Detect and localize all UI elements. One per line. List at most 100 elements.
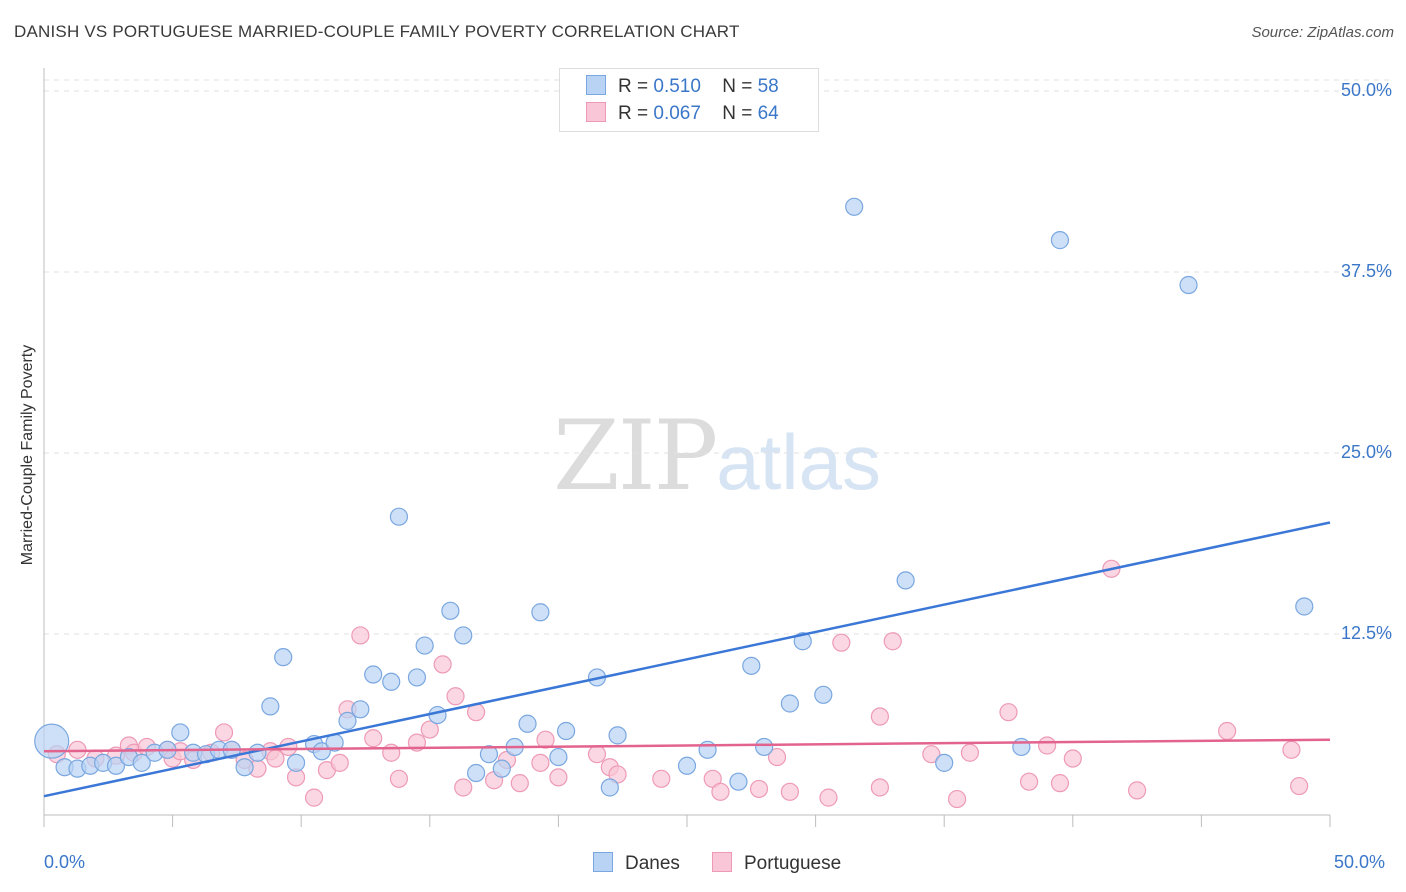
bottom-legend-danes-label: Danes [625, 853, 680, 874]
danes-point [312, 742, 331, 761]
portuguese-swatch [586, 102, 606, 122]
x-tick-label-min: 0.0% [44, 852, 86, 872]
danes-point [415, 636, 434, 655]
danes-point [382, 672, 401, 691]
portuguese-point [351, 626, 370, 645]
danes-point [389, 507, 409, 526]
bottom-legend-portuguese-label: Portuguese [744, 853, 842, 874]
danes-point [106, 756, 126, 775]
danes-point [171, 723, 190, 742]
portuguese-point [999, 703, 1018, 722]
danes-points [34, 197, 1314, 797]
danes-point [845, 197, 864, 216]
danes-point [428, 705, 447, 725]
portuguese-point [536, 730, 555, 749]
danes-point [531, 603, 550, 622]
legend-portuguese-n-label: N = [722, 103, 753, 124]
portuguese-point [433, 655, 452, 674]
portuguese-point [214, 723, 234, 742]
portuguese-point [1218, 721, 1237, 741]
y-tick-label: 50.0% [1340, 79, 1392, 100]
danes-point [780, 694, 799, 713]
legend-row-portuguese: R = 0.067 N = 64 [586, 102, 779, 126]
x-tick-label-max: 50.0% [1334, 852, 1386, 872]
danes-point [698, 740, 717, 759]
axes [43, 68, 1331, 827]
legend-portuguese-r-value: 0.067 [653, 103, 701, 124]
danes-legend-swatch [593, 852, 613, 872]
correlation-legend: R = 0.510 N = 58 R = 0.067 N = 64 [559, 68, 819, 132]
danes-swatch [586, 75, 606, 95]
danes-point [557, 721, 576, 741]
portuguese-point [279, 737, 298, 757]
bottom-legend-portuguese: Portuguese [712, 852, 841, 875]
danes-point [441, 601, 460, 620]
grid-lines [44, 79, 1392, 635]
portuguese-point [883, 632, 902, 651]
danes-point [1295, 597, 1314, 616]
source-label: Source: ZipAtlas.com [1251, 24, 1394, 41]
danes-point [1179, 275, 1198, 295]
portuguese-point [1290, 776, 1309, 796]
danes-point [755, 737, 774, 757]
portuguese-point [364, 729, 383, 748]
legend-row-danes: R = 0.510 N = 58 [586, 75, 779, 99]
legend-danes-n-value: 58 [757, 76, 779, 97]
danes-point [742, 656, 761, 675]
danes-point [935, 753, 954, 772]
danes-point [479, 745, 499, 764]
danes-point [261, 697, 280, 716]
portuguese-point [549, 768, 568, 787]
danes-point [1050, 231, 1070, 250]
portuguese-point [832, 633, 851, 652]
danes-point [608, 726, 627, 745]
legend-danes-r-value: 0.510 [653, 76, 701, 97]
portuguese-legend-swatch [712, 852, 732, 872]
danes-point [677, 756, 697, 775]
portuguese-point [531, 753, 550, 772]
portuguese-point [587, 745, 607, 764]
chart-title: DANISH VS PORTUGUESE MARRIED-COUPLE FAMI… [14, 22, 740, 41]
portuguese-point [1019, 772, 1039, 791]
portuguese-point [870, 778, 890, 797]
danes-point [274, 648, 293, 667]
portuguese-point [304, 788, 324, 807]
portuguese-point [1282, 740, 1301, 759]
portuguese-point [454, 778, 473, 797]
portuguese-point [1127, 781, 1147, 800]
portuguese-point [330, 753, 349, 772]
danes-point [518, 714, 537, 733]
y-tick-label: 25.0% [1340, 441, 1392, 462]
legend-portuguese-r-label: R = [618, 103, 649, 124]
portuguese-point [1037, 736, 1057, 755]
portuguese-point [446, 687, 465, 706]
danes-point [492, 759, 511, 778]
danes-point [793, 632, 812, 651]
portuguese-point [1050, 774, 1070, 793]
portuguese-point [420, 720, 439, 739]
legend-danes-r-label: R = [618, 76, 649, 97]
danes-point [364, 665, 383, 684]
legend-portuguese-n-value: 64 [757, 103, 779, 124]
portuguese-point [382, 743, 401, 762]
danes-point [466, 763, 486, 783]
portuguese-point [510, 774, 529, 793]
y-tick-label: 12.5% [1340, 622, 1392, 643]
portuguese-point [1063, 749, 1082, 768]
portuguese-point [749, 779, 769, 799]
danes-point [1012, 737, 1031, 757]
danes-point [729, 772, 748, 791]
danes-point [132, 753, 151, 772]
portuguese-point [819, 788, 838, 807]
portuguese-point [960, 743, 980, 762]
portuguese-point [870, 707, 890, 726]
watermark-zip: ZIP [553, 400, 718, 512]
portuguese-point [711, 782, 730, 801]
trend-lines [43, 521, 1331, 798]
danes-point [235, 758, 254, 777]
danes-point [351, 700, 370, 719]
bottom-legend-danes: Danes [593, 852, 680, 875]
danes-point [34, 723, 70, 759]
watermark-atlas: atlas [716, 418, 881, 506]
